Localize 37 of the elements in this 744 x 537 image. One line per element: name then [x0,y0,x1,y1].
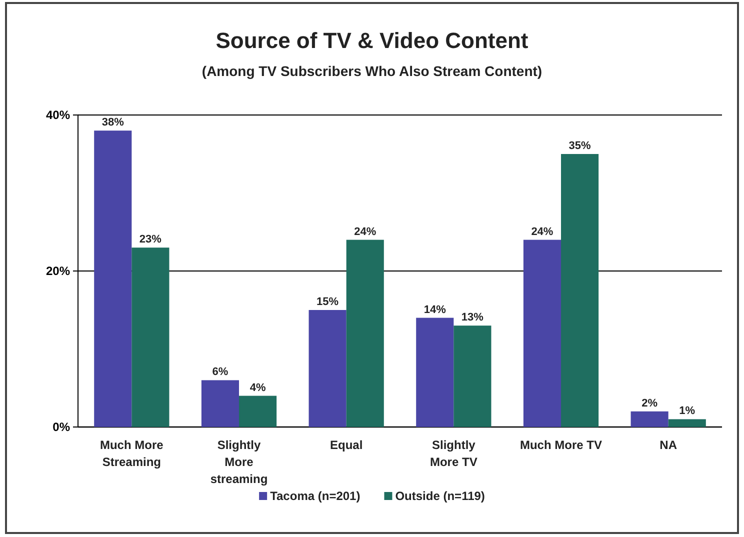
y-tick-label: 40% [46,108,70,122]
text: 1% [679,405,696,418]
bar [416,318,454,427]
text: 14% [424,304,446,316]
text: 4% [250,382,266,394]
bar [239,396,277,427]
text: 35% [568,140,591,152]
bar [668,419,706,427]
text: 38% [102,116,124,129]
legend-label: Tacoma (n=201) [270,489,360,503]
bar [94,130,132,427]
bar [346,240,384,427]
text: 24% [531,226,554,238]
bar [630,411,668,427]
text: 2% [642,397,658,410]
y-tick-label: 0% [52,420,70,434]
x-tick-label: Equal [330,438,363,452]
text: 24% [354,226,376,238]
bar [132,248,170,427]
x-tick-label: Much More TV [520,438,602,452]
x-tick-label: Slightly More streaming [210,438,268,486]
bar [308,310,346,427]
bar [201,380,239,427]
x-tick-label: NA [660,438,678,452]
bar [561,154,599,427]
bar [454,326,492,427]
text: 13% [461,312,484,324]
bar [523,240,561,427]
x-tick-label: Slightly More TV [430,438,478,469]
text: 15% [316,296,339,308]
text: 23% [139,234,162,246]
x-tick-label: Much More Streaming [100,438,164,469]
chart-subtitle: (Among TV Subscribers Who Also Stream Content) [202,63,542,79]
y-tick-label: 20% [46,264,70,278]
legend-label: Outside (n=119) [395,489,485,503]
text: 6% [212,366,228,378]
chart-title: Source of TV & Video Content [216,28,529,53]
